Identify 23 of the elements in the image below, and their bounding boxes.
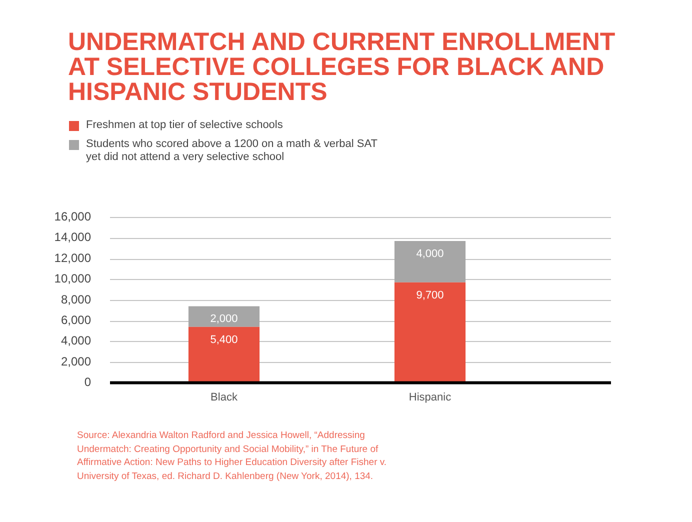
y-tick-label: 6,000 (60, 313, 92, 328)
data-label: 2,000 (210, 313, 238, 326)
y-tick-label: 14,000 (54, 230, 92, 244)
source-note: Source: Alexandria Walton Radford and Jessica Howell, “Addressing Undermatch: Creating Opportunity and Social Mobility,” in The Future of Affirmative Action: New Paths to Higher Education Diversity after Fisher v. University of Texas, ed. Richard D. Kahlenberg (New York, 2014), 134. (77, 429, 388, 483)
data-label: 4,000 (416, 248, 444, 260)
bar (394, 282, 466, 383)
bar (188, 326, 260, 383)
legend-label: Students who scored above a 1200 on a math & verbal SAT yet did not attend a very selective school (86, 138, 378, 164)
chart-title: UNDERMATCH AND CURRENT ENROLLMENT AT SELECTIVE COLLEGES FOR BLACK AND HISPANIC STUDENTS (68, 28, 616, 106)
data-label: 5,400 (210, 334, 238, 346)
y-tick-label: 12,000 (54, 250, 92, 265)
y-tick-label: 10,000 (54, 272, 92, 286)
x-tick-label: Black (210, 391, 238, 404)
y-tick-label: 2,000 (60, 354, 92, 368)
bar (394, 241, 466, 282)
y-tick-label: 4,000 (60, 334, 92, 348)
legend-label: Freshmen at top tier of selective schools (86, 119, 283, 132)
x-tick-label: Hispanic (408, 391, 452, 404)
y-tick-label: 8,000 (60, 292, 92, 306)
y-tick-label: 0 (84, 375, 92, 390)
bar (188, 306, 260, 327)
y-tick-label: 16,000 (54, 210, 92, 224)
data-label: 9,700 (416, 289, 444, 302)
